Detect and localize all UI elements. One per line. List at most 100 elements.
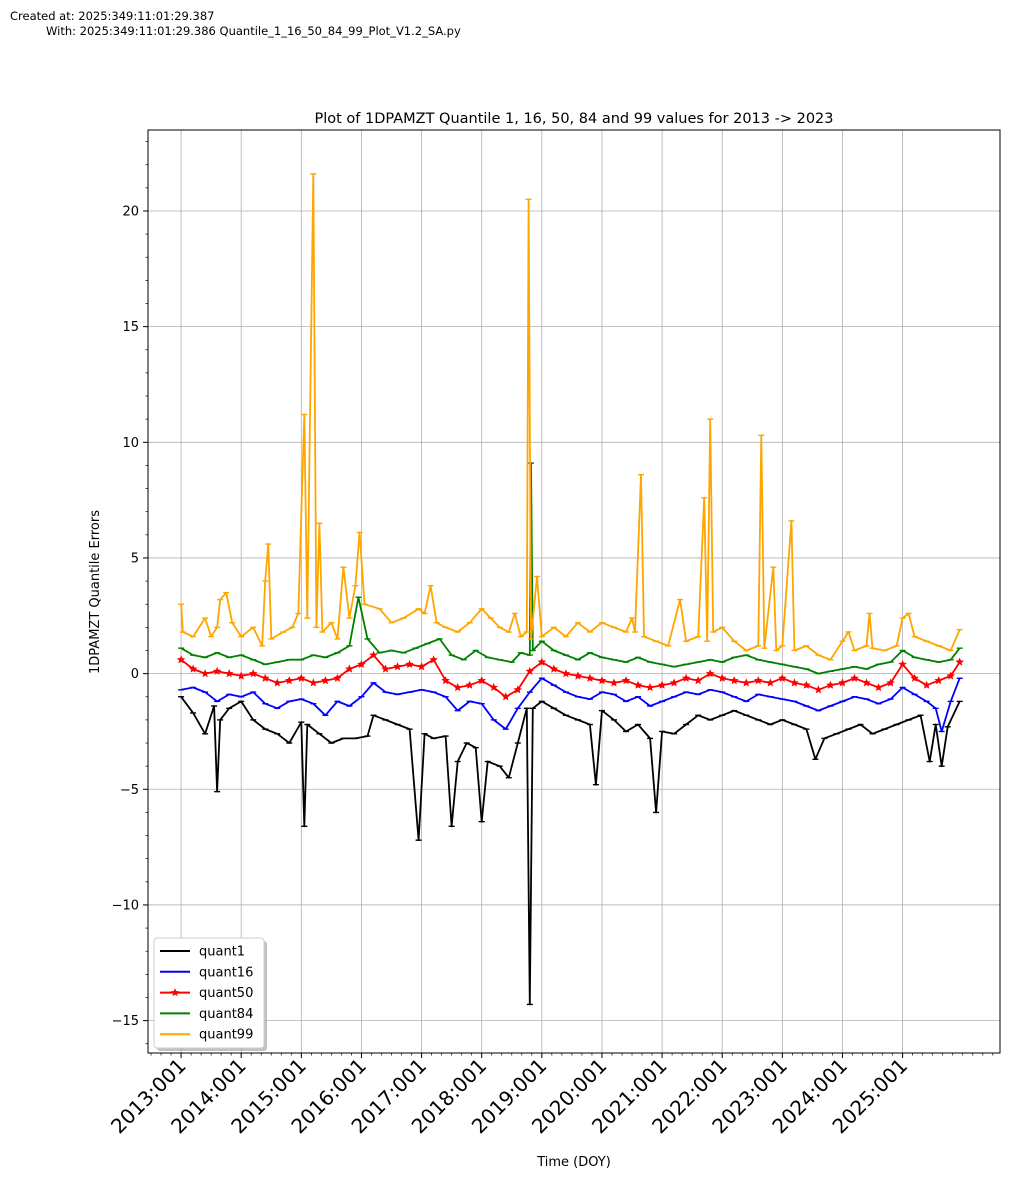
quant50-marker	[501, 692, 510, 701]
quant50-marker	[261, 673, 270, 682]
quant50-marker	[766, 678, 775, 687]
legend: quant1 quant16 quant50 quant84 quant99	[153, 937, 267, 1051]
quant50-marker	[826, 680, 835, 689]
quant50-line	[180, 654, 961, 698]
x-axis-label: Time (DOY)	[536, 1155, 611, 1170]
y-tick-label: −5	[120, 783, 139, 798]
quant99-line	[180, 173, 961, 661]
quant50-marker	[754, 676, 763, 685]
quant50-marker	[597, 676, 607, 685]
y-tick-label: −10	[112, 898, 139, 913]
quant50-marker	[934, 676, 943, 685]
quant50-marker	[573, 671, 583, 680]
quant50-marker	[393, 662, 402, 671]
quant50-marker	[224, 669, 234, 678]
quant50-marker	[730, 676, 739, 685]
quant50-marker	[585, 673, 595, 682]
quant50-marker	[955, 657, 964, 666]
quant50-marker	[417, 662, 426, 671]
quant50-marker	[248, 669, 258, 678]
quant50-marker	[814, 685, 823, 694]
legend-label-quant16: quant16	[199, 965, 253, 980]
series-quant1	[178, 696, 963, 1006]
quant50-marker	[176, 655, 186, 664]
quant50-marker	[549, 664, 559, 673]
quant50-marker	[669, 678, 679, 687]
quant50-marker	[693, 676, 703, 685]
legend-label-quant1: quant1	[199, 945, 245, 960]
quant50-marker	[922, 680, 931, 689]
quant50-marker	[477, 676, 486, 685]
plot-frame	[147, 129, 1001, 1054]
quant16-line	[180, 677, 961, 733]
quant50-marker	[525, 666, 535, 675]
y-tick-label: 0	[131, 667, 139, 682]
quant50-marker	[898, 659, 907, 668]
quant50-marker	[345, 664, 354, 673]
quant50-marker	[297, 673, 306, 682]
quant50-marker	[910, 673, 919, 682]
series-quant50	[176, 650, 964, 701]
quant50-marker	[850, 673, 859, 682]
quant50-marker	[369, 650, 378, 659]
quant50-marker	[273, 678, 282, 687]
y-tick-label: −15	[112, 1014, 139, 1029]
quant50-marker	[357, 659, 366, 668]
quant50-marker	[333, 673, 342, 682]
quant50-marker	[212, 666, 222, 675]
quant50-marker	[441, 676, 450, 685]
created-at-text: Created at: 2025:349:11:01:29.387	[10, 9, 215, 23]
generated-with-text: With: 2025:349:11:01:29.386 Quantile_1_1…	[46, 24, 461, 38]
series-layer	[176, 173, 964, 1006]
quant50-marker	[946, 671, 955, 680]
quant50-marker	[802, 680, 811, 689]
grid-lines	[148, 130, 1000, 1053]
y-tick-label: 5	[131, 551, 139, 566]
quant50-marker	[790, 678, 799, 687]
quant50-marker	[657, 680, 667, 689]
quant50-marker	[561, 669, 571, 678]
quant50-marker	[778, 673, 787, 682]
quant50-marker	[429, 655, 438, 664]
quant50-marker	[742, 678, 751, 687]
y-tick-label: 10	[122, 436, 139, 451]
legend-label-quant84: quant84	[199, 1007, 253, 1022]
quant50-marker	[645, 683, 655, 692]
y-axis-label: 1DPAMZT Quantile Errors	[88, 510, 103, 674]
quant50-marker	[453, 683, 462, 692]
quant50-marker	[309, 678, 318, 687]
quant50-marker	[717, 673, 727, 682]
series-quant99	[178, 173, 963, 661]
quant50-marker	[513, 685, 523, 694]
series-quant84	[178, 462, 963, 675]
quant50-marker	[874, 683, 883, 692]
quant50-marker	[609, 678, 619, 687]
quant1-line	[180, 696, 961, 1006]
quant50-marker	[886, 678, 895, 687]
y-tick-label: 15	[122, 320, 139, 335]
quant50-marker	[381, 664, 390, 673]
series-quant16	[178, 677, 963, 733]
y-tick-label: 20	[122, 204, 139, 219]
quant50-marker	[838, 678, 847, 687]
quant50-marker	[236, 671, 246, 680]
quant50-marker	[200, 669, 210, 678]
legend-marker-quant50	[170, 988, 180, 997]
quant50-marker	[321, 676, 330, 685]
quant50-marker	[705, 669, 715, 678]
legend-label-quant99: quant99	[199, 1028, 253, 1043]
chart-title: Plot of 1DPAMZT Quantile 1, 16, 50, 84 a…	[314, 111, 833, 127]
quant50-marker	[405, 659, 414, 668]
legend-box	[153, 937, 265, 1049]
quant50-marker	[862, 678, 871, 687]
quant50-marker	[489, 683, 498, 692]
quant50-marker	[633, 680, 643, 689]
quant50-marker	[285, 676, 294, 685]
quant50-marker	[537, 657, 547, 666]
legend-label-quant50: quant50	[199, 986, 253, 1001]
quant50-marker	[188, 664, 198, 673]
quant50-marker	[465, 680, 474, 689]
quant50-marker	[681, 673, 691, 682]
quant50-marker	[621, 676, 631, 685]
